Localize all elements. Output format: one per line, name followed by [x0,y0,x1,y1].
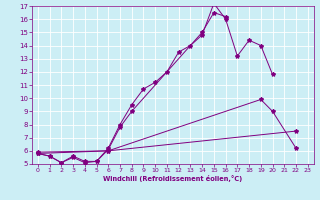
X-axis label: Windchill (Refroidissement éolien,°C): Windchill (Refroidissement éolien,°C) [103,175,243,182]
